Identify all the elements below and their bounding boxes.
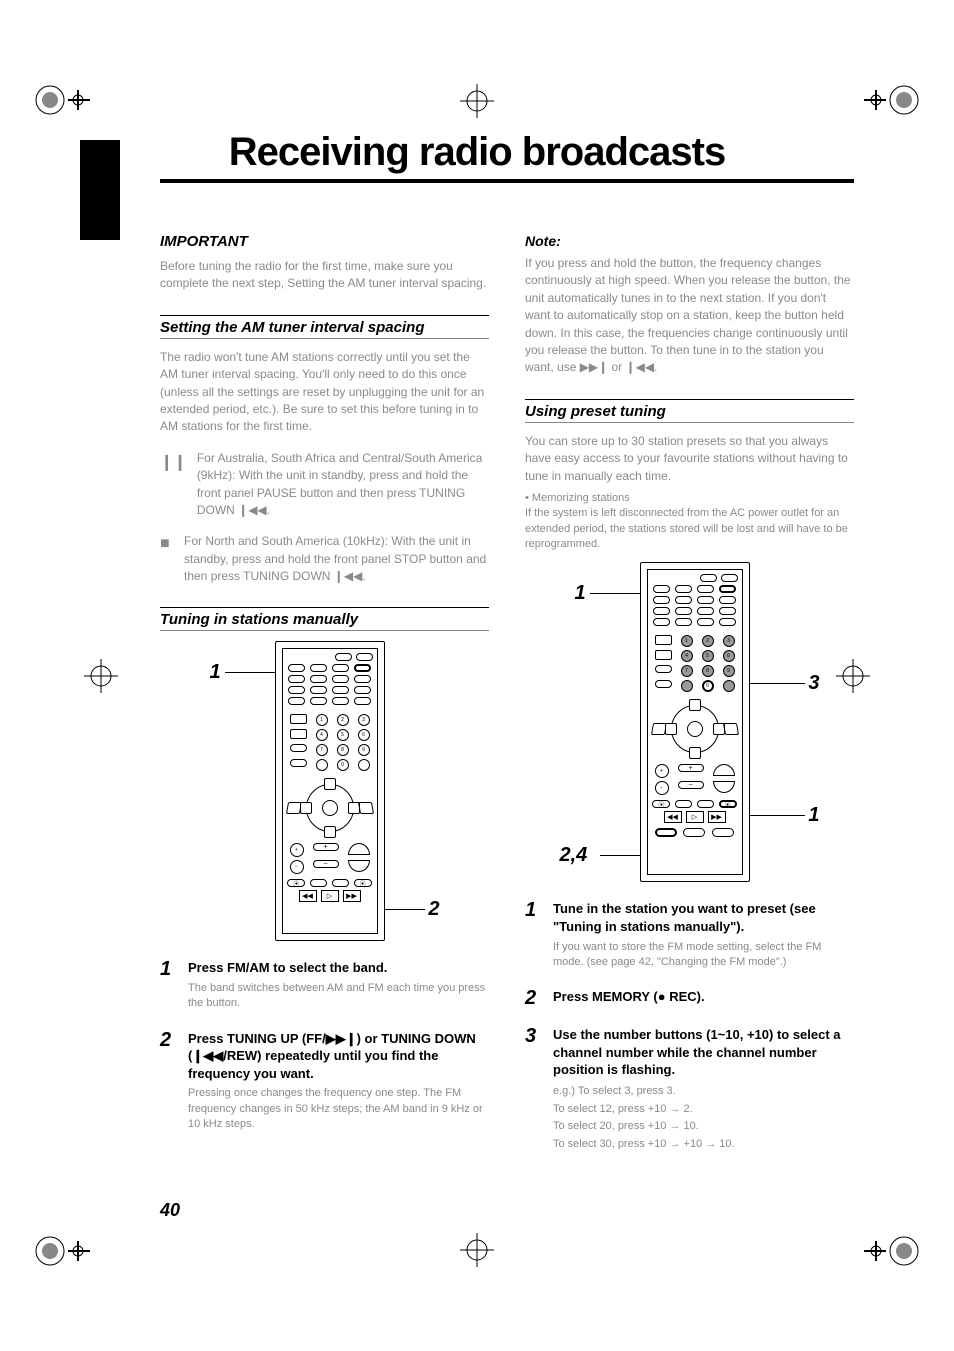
remote-outline: 123 456 789 0 [640, 562, 750, 882]
reg-mark-br [864, 1221, 924, 1281]
example-line: To select 12, press +10 → 2. [553, 1101, 854, 1119]
callout-line [590, 593, 640, 594]
important-label: IMPORTANT [160, 233, 489, 250]
step-1-text: Press FM/AM to select the band. [188, 959, 489, 977]
bullet-americas: ■ For North and South America (10kHz): W… [160, 533, 489, 585]
bullet-australia-text: For Australia, South Africa and Central/… [197, 450, 489, 520]
crosshair-bottom [460, 1233, 494, 1267]
reg-mark-tl [30, 70, 90, 130]
left-column: IMPORTANT Before tuning the radio for th… [160, 233, 489, 1153]
page-number: 40 [160, 1200, 180, 1221]
right-column: Note: If you press and hold the button, … [525, 233, 854, 1153]
preset-step-3: 3 Use the number buttons (1~10, +10) to … [525, 1026, 854, 1153]
preset-step-1-text: Tune in the station you want to preset (… [553, 900, 854, 935]
page: Receiving radio broadcasts IMPORTANT Bef… [0, 0, 954, 1351]
example-line: To select 30, press +10 → +10 → 10. [553, 1136, 854, 1154]
callout-3: 3 [808, 672, 819, 695]
stop-icon: ■ [160, 533, 174, 553]
note-label: Note: [525, 233, 854, 249]
remote-diagram-1: 1 2 123 456 [195, 641, 455, 941]
preset-sub: • Memorizing stations If the system is l… [525, 491, 854, 553]
callout-24: 2,4 [560, 844, 588, 867]
manual-step-1: 1 Press FM/AM to select the band. The ba… [160, 959, 489, 1011]
remote-inner: 123 456 789 0 [647, 569, 743, 875]
example-line: e.g.) To select 3, press 3. [553, 1083, 854, 1101]
step-2-sub: Pressing once changes the frequency one … [188, 1086, 489, 1132]
content-area: Receiving radio broadcasts IMPORTANT Bef… [100, 130, 854, 1221]
preset-step-3-text: Use the number buttons (1~10, +10) to se… [553, 1026, 854, 1079]
step-number: 1 [160, 959, 180, 1011]
section-am-interval-text: The radio won't tune AM stations correct… [160, 349, 489, 436]
remote-inner: 123 456 789 0 [282, 648, 378, 934]
example-line: To select 20, press +10 → 10. [553, 1118, 854, 1136]
callout-2: 2 [428, 898, 439, 921]
preset-step-1: 1 Tune in the station you want to preset… [525, 900, 854, 970]
remote-diagram-2: 1 3 1 2,4 [560, 562, 820, 882]
callout-line [745, 683, 805, 684]
preset-intro: You can store up to 30 station presets s… [525, 433, 854, 485]
reg-mark-tr [864, 70, 924, 130]
callout-line-1 [225, 672, 275, 673]
bullet-australia: ❙❙ For Australia, South Africa and Centr… [160, 450, 489, 520]
step-2-text: Press TUNING UP (FF/▶▶❙) or TUNING DOWN … [188, 1030, 489, 1083]
step-number: 3 [525, 1026, 545, 1153]
preset-step-3-sub: e.g.) To select 3, press 3. To select 12… [553, 1083, 854, 1153]
section-tab [80, 140, 120, 240]
callout-line [745, 815, 805, 816]
section-preset-tuning: Using preset tuning [525, 399, 854, 423]
note-text: If you press and hold the button, the fr… [525, 255, 854, 377]
section-am-interval: Setting the AM tuner interval spacing [160, 315, 489, 339]
pause-icon: ❙❙ [160, 450, 187, 472]
crosshair-top [460, 84, 494, 118]
manual-step-2: 2 Press TUNING UP (FF/▶▶❙) or TUNING DOW… [160, 1030, 489, 1133]
dpad [302, 780, 358, 836]
chapter-rule [160, 179, 854, 183]
important-text: Before tuning the radio for the first ti… [160, 258, 489, 293]
chapter-title: Receiving radio broadcasts [100, 130, 854, 179]
preset-step-1-sub: If you want to store the FM mode setting… [553, 940, 854, 971]
step-number: 2 [525, 988, 545, 1008]
preset-step-2: 2 Press MEMORY (● REC). [525, 988, 854, 1008]
bullet-americas-text: For North and South America (10kHz): Wit… [184, 533, 489, 585]
dpad [667, 701, 723, 757]
step-number: 1 [525, 900, 545, 970]
callout-1b: 1 [808, 804, 819, 827]
section-manual-tuning: Tuning in stations manually [160, 607, 489, 631]
callout-line [600, 855, 640, 856]
reg-mark-bl [30, 1221, 90, 1281]
preset-step-2-text: Press MEMORY (● REC). [553, 988, 854, 1006]
step-number: 2 [160, 1030, 180, 1133]
callout-1: 1 [210, 661, 221, 684]
two-column-layout: IMPORTANT Before tuning the radio for th… [100, 233, 854, 1153]
callout-1: 1 [575, 582, 586, 605]
step-1-sub: The band switches between AM and FM each… [188, 981, 489, 1012]
remote-outline: 123 456 789 0 [275, 641, 385, 941]
